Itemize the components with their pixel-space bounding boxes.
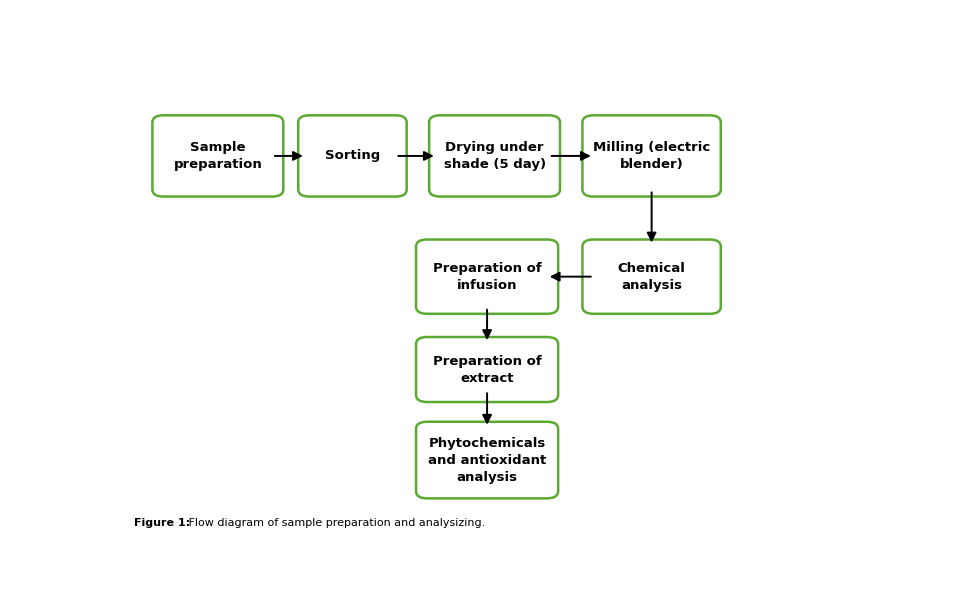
FancyBboxPatch shape xyxy=(152,115,284,197)
Text: Milling (electric
blender): Milling (electric blender) xyxy=(593,141,710,171)
FancyBboxPatch shape xyxy=(298,115,406,197)
FancyBboxPatch shape xyxy=(583,115,721,197)
FancyBboxPatch shape xyxy=(416,239,558,314)
FancyBboxPatch shape xyxy=(583,239,721,314)
Text: Figure 1:: Figure 1: xyxy=(134,519,190,528)
Text: Drying under
shade (5 day): Drying under shade (5 day) xyxy=(444,141,545,171)
FancyBboxPatch shape xyxy=(416,337,558,402)
Text: Sorting: Sorting xyxy=(325,150,380,162)
FancyBboxPatch shape xyxy=(429,115,560,197)
Text: Preparation of
extract: Preparation of extract xyxy=(432,355,541,385)
Text: Chemical
analysis: Chemical analysis xyxy=(618,262,685,292)
Text: Flow diagram of sample preparation and analysizing.: Flow diagram of sample preparation and a… xyxy=(185,519,485,528)
Text: Sample
preparation: Sample preparation xyxy=(174,141,262,171)
FancyBboxPatch shape xyxy=(416,421,558,498)
Text: Preparation of
infusion: Preparation of infusion xyxy=(432,262,541,292)
Text: Phytochemicals
and antioxidant
analysis: Phytochemicals and antioxidant analysis xyxy=(427,437,546,484)
